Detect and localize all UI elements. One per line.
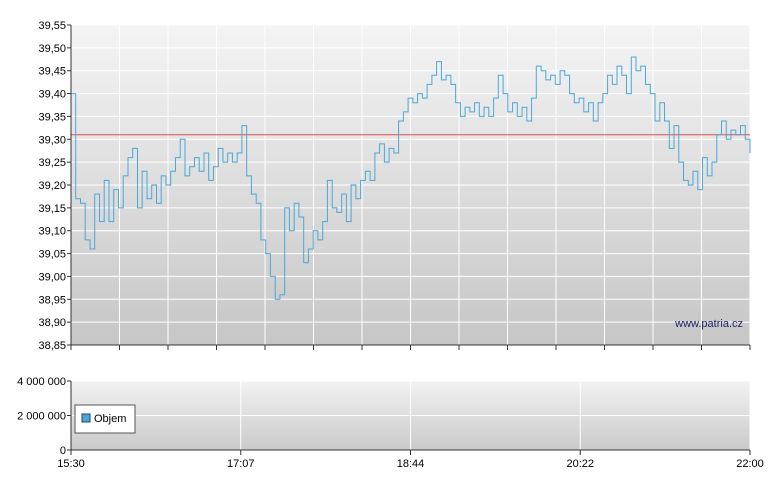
volume-panel: 4 000 000 2 000 000 0 15:30 17:07 18:44 20:22… (17, 376, 764, 470)
price-y-tick-label: 39,05 (38, 249, 66, 261)
price-y-tick-label: 38,85 (38, 340, 66, 352)
price-x-tick-marks (70, 345, 751, 350)
legend-label-objem: Objem (94, 413, 126, 425)
volume-x-tick-label: 20:22 (566, 458, 594, 470)
volume-x-tick-label: 17:07 (227, 458, 255, 470)
volume-x-tick-label: 18:44 (397, 458, 425, 470)
price-y-tick-label: 39,40 (38, 89, 66, 101)
volume-y-tick-label: 0 (60, 445, 66, 457)
price-y-tick-label: 39,25 (38, 157, 66, 169)
price-series-line (71, 56, 751, 300)
price-y-tick-label: 38,95 (38, 294, 66, 306)
price-y-tick-label: 38,90 (38, 317, 66, 329)
volume-y-tick-labels: 4 000 000 2 000 000 0 (17, 376, 66, 457)
price-y-tick-label: 39,15 (38, 203, 66, 215)
price-y-tick-labels: 39,55 39,50 39,45 39,40 39,35 39,30 39,25 39,20… (38, 20, 66, 352)
price-y-tick-label: 39,35 (38, 111, 66, 123)
price-y-tick-label: 39,45 (38, 66, 66, 78)
volume-y-tick-label: 4 000 000 (17, 376, 66, 388)
volume-y-tick-label: 2 000 000 (17, 411, 66, 423)
price-y-tick-label: 39,30 (38, 134, 66, 146)
price-y-tick-label: 39,55 (38, 20, 66, 32)
legend-box (74, 404, 136, 434)
price-y-tick-label: 39,10 (38, 226, 66, 238)
volume-x-tick-labels: 15:30 17:07 18:44 20:22 22:00 (57, 450, 764, 470)
price-panel: 39,55 39,50 39,45 39,40 39,35 39,30 39,25 39,20… (38, 20, 751, 352)
volume-x-tick-label: 22:00 (736, 458, 764, 470)
price-y-tick-label: 39,20 (38, 180, 66, 192)
price-y-tick-label: 39,00 (38, 271, 66, 283)
legend: Objem (74, 404, 136, 434)
volume-x-tick-label: 15:30 (57, 458, 85, 470)
watermark-text: www.patria.cz (674, 318, 743, 330)
price-y-tick-label: 39,50 (38, 43, 66, 55)
legend-swatch-objem (81, 413, 91, 423)
